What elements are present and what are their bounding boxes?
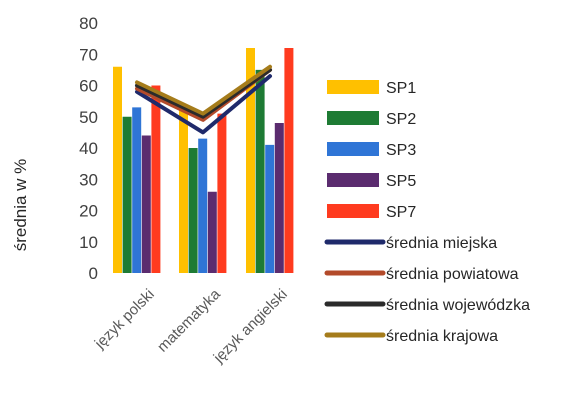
- bar-sp5-0: [141, 135, 151, 273]
- y-tick-label: 50: [79, 108, 98, 127]
- y-axis-ticks: 0 10 20 30 40 50 60 70 80: [79, 14, 98, 283]
- bar-sp1-2: [246, 48, 255, 273]
- legend-label: SP3: [386, 142, 416, 159]
- average-lines: [135, 64, 272, 135]
- bar-sp7-0: [151, 85, 161, 273]
- bar-sp3-1: [198, 138, 208, 273]
- y-tick-label: 0: [89, 264, 98, 283]
- bar-sp5-1: [207, 191, 217, 273]
- bar-sp2-2: [255, 69, 265, 273]
- legend-label: średnia krajowa: [386, 328, 498, 345]
- y-tick-label: 30: [79, 170, 98, 189]
- legend-label: średnia powiatowa: [386, 266, 519, 283]
- line-średnia-miejska: [135, 74, 272, 135]
- legend-label: SP7: [386, 204, 416, 221]
- bar-sp2-0: [122, 116, 132, 273]
- line-średnia-wojewódzka: [135, 67, 272, 119]
- legend-label: średnia miejska: [386, 235, 497, 252]
- legend-label: SP1: [386, 80, 416, 97]
- bar-sp1-0: [113, 66, 122, 273]
- legend-swatch: [327, 142, 379, 156]
- y-axis-label: średnia w %: [11, 159, 30, 252]
- bar-sp7-2: [284, 48, 294, 273]
- legend-swatch: [327, 80, 379, 94]
- y-tick-label: 70: [79, 45, 98, 64]
- bar-sp5-2: [274, 123, 284, 273]
- legend-label: średnia wojewódzka: [386, 297, 530, 314]
- bar-sp3-0: [132, 107, 142, 273]
- y-tick-label: 10: [79, 233, 98, 252]
- bar-sp3-2: [265, 144, 275, 273]
- legend-swatch: [327, 111, 379, 125]
- bar-sp7-1: [217, 113, 227, 273]
- y-tick-label: 80: [79, 14, 98, 33]
- y-tick-label: 20: [79, 202, 98, 221]
- x-category-label: matematyka: [154, 285, 224, 355]
- line-średnia-krajowa: [135, 64, 272, 116]
- y-tick-label: 40: [79, 139, 98, 158]
- y-tick-label: 60: [79, 77, 98, 96]
- bar-sp1-1: [179, 107, 188, 273]
- legend: SP1 SP2 SP3 SP5 SP7 średnia miejska średnia po…: [324, 80, 530, 345]
- legend-label: SP2: [386, 111, 416, 128]
- legend-label: SP5: [386, 173, 416, 190]
- bar-sp2-1: [188, 148, 198, 273]
- legend-swatch: [327, 204, 379, 218]
- bars: [113, 48, 294, 273]
- x-category-label: język polski: [91, 286, 158, 353]
- legend-swatch: [327, 173, 379, 187]
